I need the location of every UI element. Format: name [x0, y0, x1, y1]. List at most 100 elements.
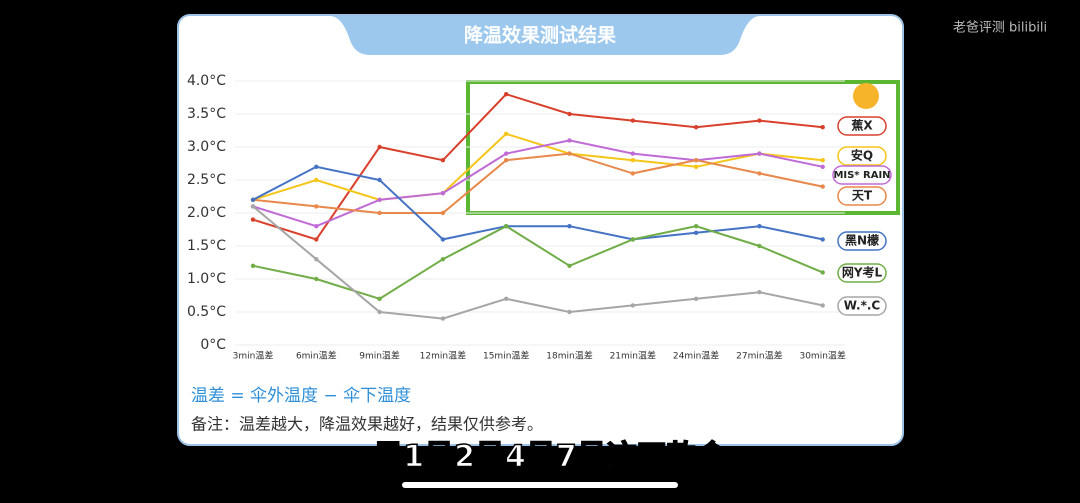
- y-tick-label: 2.5°C: [187, 172, 226, 188]
- x-tick-label: 12min温差: [420, 350, 466, 362]
- legend-box: [837, 116, 887, 136]
- data-point: [250, 217, 256, 222]
- data-point: [314, 276, 319, 282]
- data-point: [820, 158, 825, 163]
- legend-box: [837, 186, 887, 206]
- data-point: [567, 224, 572, 229]
- data-point: [820, 125, 825, 130]
- x-tick-label: 24min温差: [673, 350, 719, 362]
- series-line: [252, 152, 823, 214]
- data-point: [630, 237, 635, 242]
- data-point: [504, 224, 509, 229]
- data-point: [693, 164, 699, 169]
- data-point: [757, 224, 762, 229]
- data-point: [504, 158, 509, 163]
- series-line: [252, 165, 823, 241]
- y-tick-label: 2.0°C: [187, 205, 226, 221]
- data-point: [504, 131, 509, 136]
- legend-box: [832, 165, 892, 185]
- data-point: [820, 303, 825, 308]
- caption: 是1号2号4号7号这四款伞: [373, 440, 727, 475]
- data-point: [757, 243, 762, 249]
- y-tick-label: 3.0°C: [187, 139, 226, 155]
- data-point: [377, 309, 382, 315]
- data-point: [440, 158, 446, 163]
- data-point: [314, 224, 319, 229]
- data-point: [757, 171, 762, 176]
- y-tick-label: 0°C: [200, 337, 226, 353]
- series-line: [252, 225, 824, 300]
- y-tick-label: 4.0°C: [187, 73, 226, 89]
- data-point: [630, 171, 635, 176]
- x-tick-label: 21min温差: [610, 350, 656, 362]
- data-point: [757, 151, 762, 156]
- data-point: [440, 210, 446, 216]
- x-tick-label: 15min温差: [483, 350, 529, 362]
- data-point: [567, 138, 572, 143]
- title-tab: [330, 16, 760, 55]
- data-point: [314, 204, 319, 209]
- data-point: [567, 151, 572, 156]
- y-tick-label: 3.5°C: [187, 106, 226, 122]
- x-tick-label: 3min温差: [233, 350, 274, 362]
- x-tick-label: 9min温差: [359, 350, 400, 362]
- data-point: [377, 210, 382, 216]
- data-point: [377, 177, 382, 183]
- y-tick-label: 1.5°C: [187, 238, 226, 254]
- data-point: [567, 309, 572, 315]
- data-point: [693, 158, 699, 163]
- data-point: [820, 270, 825, 275]
- data-point: [377, 296, 382, 301]
- data-point: [567, 111, 572, 117]
- legend-label: MIS* RAIN: [833, 170, 890, 181]
- data-point: [757, 290, 762, 295]
- series-line: [252, 205, 823, 320]
- data-point: [440, 191, 446, 196]
- series-line: [252, 93, 823, 241]
- data-point: [693, 230, 699, 235]
- legend-box: [837, 296, 887, 316]
- data-point: [693, 296, 699, 301]
- data-point: [630, 151, 635, 156]
- data-point: [440, 237, 446, 242]
- data-point: [377, 197, 382, 202]
- data-point: [820, 184, 825, 189]
- legend-label: 安Q: [851, 148, 873, 163]
- data-point: [504, 151, 509, 156]
- data-point: [250, 197, 256, 202]
- data-point: [630, 303, 635, 308]
- data-point: [693, 224, 699, 229]
- watermark: 老爸评测 bilibili: [953, 21, 1047, 36]
- data-point: [693, 125, 699, 130]
- data-point: [440, 257, 446, 262]
- legend-label: 天T: [852, 189, 873, 203]
- data-point: [250, 263, 256, 268]
- data-point: [567, 263, 572, 268]
- data-point: [250, 204, 256, 209]
- card: [177, 14, 904, 446]
- data-point: [377, 144, 382, 150]
- thumb-icon: [853, 83, 879, 109]
- legend-label: 网Y考L: [842, 265, 883, 280]
- x-tick-label: 27min温差: [736, 350, 782, 362]
- series-line: [252, 132, 823, 201]
- x-tick-label: 6min温差: [296, 350, 337, 362]
- y-tick-label: 0.5°C: [187, 304, 226, 320]
- home-indicator: [402, 482, 678, 488]
- data-point: [440, 316, 446, 321]
- legend-box: [837, 146, 887, 166]
- legend-box: [837, 231, 887, 251]
- data-point: [757, 118, 762, 123]
- data-point: [314, 164, 319, 169]
- legend-label: 黑N檬: [845, 233, 879, 248]
- chart-title: 降温效果测试结果: [464, 24, 616, 47]
- data-point: [314, 177, 319, 183]
- data-point: [314, 237, 319, 242]
- legend-label: W.*.C: [844, 299, 881, 313]
- legend-label: 蕉X: [851, 118, 873, 133]
- series-line: [252, 139, 823, 228]
- legend-box: [837, 263, 887, 283]
- x-tick-label: 30min温差: [799, 350, 845, 362]
- data-point: [314, 257, 319, 262]
